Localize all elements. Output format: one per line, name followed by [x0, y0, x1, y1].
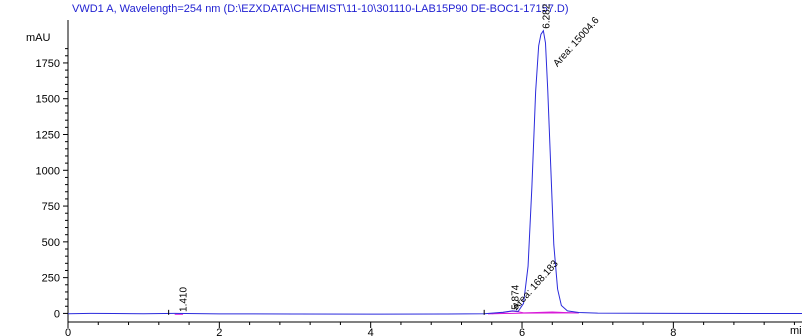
y-tick-label: 750: [42, 201, 60, 213]
x-tick-label: 0: [65, 327, 71, 336]
y-tick-label: 1750: [36, 58, 60, 70]
y-tick-label: 1500: [36, 94, 60, 106]
x-axis-unit: mi: [790, 325, 802, 336]
peak-rt-label: 6.282: [541, 3, 552, 28]
peak-rt-label: 5.874: [510, 284, 521, 309]
axes: 0 250 500 750 1000 1250 1500 1750 0 2 4 6 8: [36, 20, 802, 336]
signal-line: [67, 29, 802, 315]
y-tick-label: 250: [42, 273, 60, 285]
series-layer: [67, 29, 802, 315]
x-tick-label: 2: [216, 327, 222, 336]
y-tick-label: 1000: [36, 165, 60, 177]
y-axis-unit: mAU: [26, 32, 51, 44]
x-tick-label: 6: [519, 327, 525, 336]
chart-title: VWD1 A, Wavelength=254 nm (D:\EZXDATA\CH…: [72, 3, 569, 15]
peak-rt-label: 1.410: [179, 287, 190, 312]
x-tick-label: 4: [368, 327, 374, 336]
y-tick-label: 500: [42, 237, 60, 249]
y-tick-label: 0: [54, 308, 60, 320]
peak-area-label: Area: 15004.6: [551, 15, 602, 69]
y-tick-label: 1250: [36, 130, 60, 142]
x-tick-label: 8: [670, 327, 676, 336]
